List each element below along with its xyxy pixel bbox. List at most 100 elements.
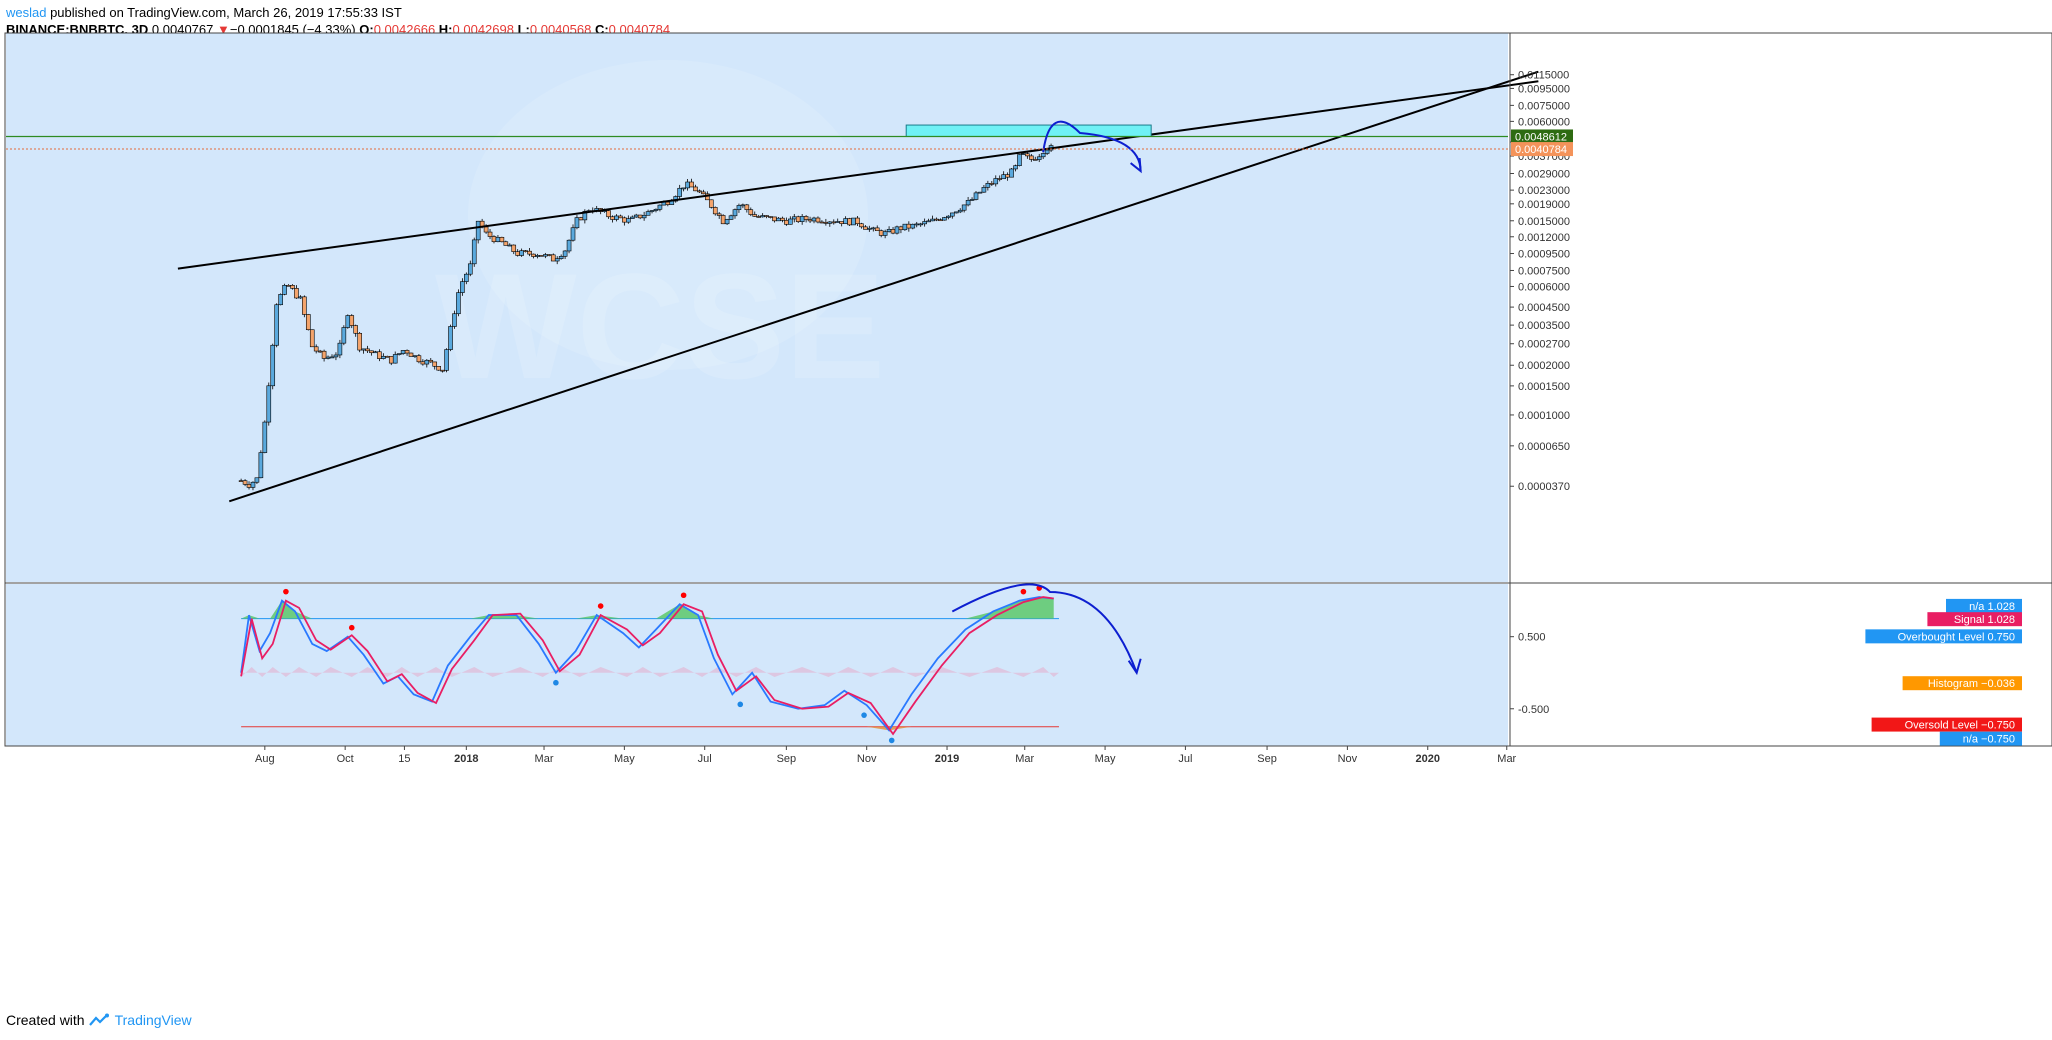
candle-body (278, 294, 283, 306)
oscillator-value-label: Histogram −0.036 (1928, 678, 2015, 690)
author-link[interactable]: weslad (6, 5, 47, 20)
candle-body (491, 236, 497, 243)
y-tick-label: 0.0003500 (1518, 320, 1570, 332)
candle-body (922, 221, 927, 225)
candle-body (539, 255, 544, 257)
candle-body (546, 254, 552, 256)
y-tick-label: 0.0075000 (1518, 100, 1570, 112)
candle-body (554, 258, 560, 262)
candle-body (385, 355, 390, 358)
candle-body (653, 208, 659, 211)
candle-body (748, 209, 754, 215)
candle-body (736, 205, 742, 210)
candle-body (637, 214, 643, 219)
x-tick-label: Jul (1178, 753, 1192, 765)
candle-body (791, 216, 797, 220)
candle-body (321, 350, 327, 359)
resistance-zone (905, 124, 1152, 137)
candle-body (867, 227, 872, 230)
x-tick-label: 2018 (454, 753, 478, 765)
y-tick-label: 0.0000370 (1518, 481, 1570, 493)
projection-arrow (1042, 120, 1142, 172)
x-tick-label: Oct (337, 753, 354, 765)
candle-body (294, 288, 299, 299)
oscillator-value-label: n/a 1.028 (1969, 601, 2015, 613)
candle-body (752, 214, 758, 217)
candle-body (934, 218, 939, 221)
peak-marker-dot (680, 592, 687, 599)
candle-body (989, 183, 995, 185)
candle-body (641, 214, 647, 219)
oscillator-projection-arrow (951, 583, 1138, 674)
candle-body (313, 346, 319, 352)
candle-body (874, 227, 880, 231)
candle-body (373, 351, 378, 354)
candle-body (578, 217, 584, 221)
tradingview-link[interactable]: TradingView (114, 1012, 192, 1028)
x-tick-label: Nov (1338, 753, 1358, 765)
candle-body (926, 220, 931, 223)
candle-body (701, 191, 706, 195)
candle-body (697, 190, 702, 193)
x-tick-label: Jul (698, 753, 712, 765)
candle-body (870, 227, 876, 230)
publish-line: weslad published on TradingView.com, Mar… (6, 4, 670, 21)
candle-body (523, 250, 528, 252)
candle-body (270, 344, 276, 387)
candle-body (535, 255, 540, 257)
candle-body (464, 273, 469, 282)
candle-body (305, 314, 311, 331)
candle-body (404, 350, 410, 354)
candle-body (432, 361, 438, 367)
candle-body (997, 178, 1003, 180)
oscillator-group (240, 583, 1142, 744)
candle-body (511, 244, 517, 252)
candle-body (341, 327, 347, 344)
annotations-group (6, 70, 1539, 503)
candle-body (440, 369, 445, 372)
wcse-watermark: WCSE (435, 60, 885, 410)
candle-body (740, 204, 746, 207)
candle-body (626, 218, 631, 223)
y-tick-label: 0.0002000 (1518, 360, 1570, 372)
y-tick-label: 0.0001500 (1518, 381, 1570, 393)
candle-body (388, 356, 394, 364)
price-badge (1511, 142, 1573, 157)
candle-body (756, 216, 762, 218)
x-tick-label: Sep (777, 753, 797, 765)
oscillator-line-Signal (240, 596, 1054, 736)
y-tick-label: 0.0009500 (1518, 249, 1570, 261)
candle-body (558, 256, 564, 259)
y-tick-label: 0.0002700 (1518, 339, 1570, 351)
candle-body (1036, 156, 1042, 160)
candle-body (487, 231, 493, 237)
candle-body (720, 215, 726, 225)
candle-body (333, 354, 339, 358)
x-tick-label: 2020 (1415, 753, 1439, 765)
candle-body (780, 217, 785, 221)
peak-marker-dot (1020, 588, 1027, 595)
candle-body (377, 351, 382, 359)
candle-body (622, 217, 627, 223)
candle-body (930, 218, 935, 222)
candle-body (412, 355, 418, 357)
candle-body (851, 217, 856, 226)
candle-body (258, 452, 264, 479)
tradingview-logo-icon (88, 1013, 109, 1026)
candle-body (357, 332, 362, 351)
candle-body (716, 213, 722, 216)
oscillator-value-badge (1865, 629, 2022, 644)
candle-body (906, 223, 912, 229)
x-tick-label: 2019 (935, 753, 959, 765)
candle-body (444, 349, 449, 371)
candle-body (847, 218, 852, 226)
peak-marker-dot (597, 603, 604, 609)
candle-body (345, 315, 351, 328)
candle-body (574, 217, 580, 229)
candle-body (882, 231, 888, 236)
candle-body (365, 348, 370, 352)
candle-body (452, 313, 457, 327)
candles-group (238, 143, 1054, 491)
candle-body (795, 216, 801, 222)
